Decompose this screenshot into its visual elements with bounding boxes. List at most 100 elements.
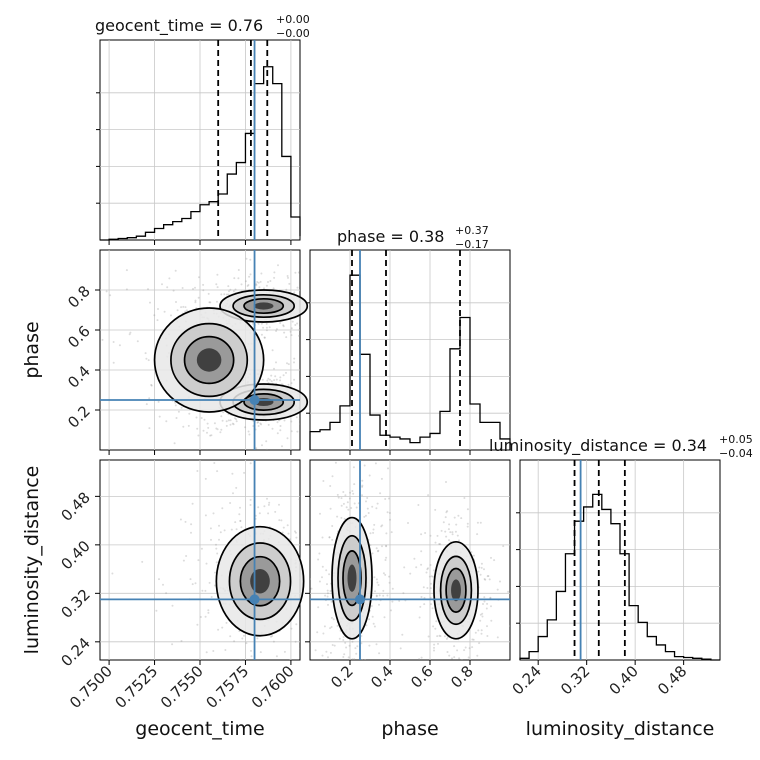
luminosity-distance-vs-phase-sample-point — [329, 485, 332, 487]
luminosity-distance-vs-phase-sample-point — [420, 596, 423, 598]
phase-vs-geocent-time-sample-point — [206, 422, 209, 425]
phase-vs-geocent-time-sample-point — [296, 286, 299, 289]
phase-vs-geocent-time-sample-point — [216, 286, 219, 289]
luminosity-distance-vs-phase-sample-point — [466, 522, 469, 525]
phase-hist-histogram — [309, 274, 511, 450]
luminosity-distance-vs-geocent-time-sample-point — [111, 572, 114, 575]
phase-vs-geocent-time-sample-point — [207, 426, 210, 429]
luminosity-distance-vs-geocent-time-sample-point — [194, 582, 197, 585]
phase-vs-geocent-time-sample-point — [105, 290, 108, 293]
luminosity-distance-vs-phase-sample-point — [330, 616, 333, 619]
phase-vs-geocent-time-sample-point — [273, 271, 276, 274]
luminosity-distance-vs-phase-sample-point — [486, 575, 489, 578]
phase-vs-geocent-time-sample-point — [180, 306, 183, 309]
luminosity-distance-vs-geocent-time-sample-point — [207, 611, 210, 614]
phase-vs-geocent-time-sample-point — [270, 380, 273, 383]
luminosity-distance-vs-phase-sample-point — [483, 568, 485, 571]
phase-vs-geocent-time-sample-point — [145, 403, 148, 406]
phase-vs-geocent-time-sample-point — [147, 359, 150, 362]
luminosity-distance-vs-phase-sample-point — [433, 643, 436, 646]
luminosity-distance-vs-phase-density-1-3 — [451, 579, 461, 602]
luminosity-distance-vs-phase-sample-point — [434, 541, 437, 544]
phase-vs-geocent-time-sample-point — [296, 322, 299, 325]
luminosity-distance-vs-phase-sample-point — [342, 656, 345, 658]
luminosity-distance-vs-geocent-time-sample-point — [295, 623, 298, 626]
phase-vs-geocent-time-sample-point — [295, 416, 298, 419]
phase-vs-geocent-time-sample-point — [219, 431, 222, 434]
phase-vs-geocent-time-sample-point — [227, 419, 230, 422]
phase-vs-geocent-time-sample-point — [147, 288, 149, 291]
luminosity-distance-vs-phase-sample-point — [348, 497, 351, 500]
phase-vs-geocent-time-sample-point — [296, 430, 299, 433]
luminosity-distance-vs-phase-sample-point — [355, 652, 358, 655]
phase-vs-geocent-time-sample-point — [231, 422, 234, 425]
luminosity-distance-vs-phase-sample-point — [468, 647, 471, 650]
phase-vs-geocent-time-sample-point — [101, 338, 104, 341]
phase-vs-geocent-time-sample-point — [181, 287, 184, 289]
phase-vs-geocent-time-sample-point — [279, 425, 282, 427]
luminosity-distance-vs-geocent-time-sample-point — [209, 527, 212, 530]
luminosity-distance-vs-phase-sample-point — [347, 508, 350, 511]
phase-vs-geocent-time-sample-point — [173, 442, 176, 445]
luminosity-distance-vs-phase-sample-point — [376, 581, 379, 584]
phase-vs-geocent-time-sample-point — [194, 286, 196, 289]
luminosity-distance-vs-geocent-time-sample-point — [185, 555, 188, 557]
luminosity-distance-vs-geocent-time-sample-point — [219, 531, 222, 534]
luminosity-distance-vs-geocent-time-sample-point — [243, 471, 246, 474]
luminosity-distance-vs-phase-sample-point — [463, 497, 466, 499]
luminosity-distance-vs-phase-sample-point — [340, 516, 343, 519]
phase-vs-geocent-time-sample-point — [237, 277, 240, 280]
luminosity-distance-vs-phase-sample-point — [426, 568, 429, 571]
phase-vs-geocent-time-sample-point — [297, 271, 300, 274]
luminosity-distance-vs-phase-sample-point — [343, 517, 346, 520]
phase-vs-geocent-time-sample-point — [182, 305, 185, 308]
luminosity-distance-vs-phase-sample-point — [342, 639, 345, 641]
phase-vs-geocent-time-sample-point — [287, 383, 290, 386]
luminosity-distance-vs-phase-sample-point — [385, 544, 388, 547]
luminosity-distance-vs-phase-sample-point — [323, 625, 326, 628]
phase-vs-geocent-time-sample-point — [257, 421, 260, 424]
phase-vs-geocent-time-sample-point — [194, 301, 197, 304]
luminosity-distance-vs-geocent-time-sample-point — [197, 559, 200, 562]
phase-vs-geocent-time-contour-0-1 — [232, 293, 296, 319]
phase-vs-geocent-time-sample-point — [168, 277, 171, 280]
phase-vs-geocent-time-sample-point — [145, 357, 148, 360]
phase-vs-geocent-time-sample-point — [289, 330, 292, 333]
luminosity-distance-vs-phase-sample-point — [427, 567, 429, 570]
luminosity-distance-vs-phase-sample-point — [331, 538, 334, 541]
luminosity-distance-vs-geocent-time-sample-point — [289, 659, 291, 660]
luminosity-distance-vs-geocent-time-sample-point — [270, 635, 272, 638]
luminosity-distance-vs-phase-sample-point — [486, 635, 489, 637]
phase-vs-geocent-time-sample-point — [286, 362, 288, 365]
luminosity-distance-vs-phase-sample-point — [418, 658, 421, 660]
luminosity-distance-vs-phase-sample-point — [375, 594, 378, 597]
phase-vs-geocent-time-sample-point — [174, 269, 177, 272]
phase-vs-geocent-time-sample-point — [265, 284, 268, 287]
geocent-time-title-sup: +0.00 — [276, 13, 310, 26]
phase-title-main: phase = 0.38 — [337, 227, 444, 246]
luminosity-distance-vs-phase-sample-point — [328, 536, 331, 539]
phase-vs-geocent-time-sample-point — [255, 283, 258, 286]
phase-vs-geocent-time-sample-point — [229, 419, 232, 422]
luminosity-distance-vs-phase-sample-point — [321, 576, 323, 579]
phase-vs-geocent-time-sample-point — [282, 374, 285, 377]
phase-vs-geocent-time-sample-point — [260, 272, 263, 275]
luminosity-distance-vs-geocent-time-sample-point — [204, 589, 207, 592]
phase-vs-geocent-time-sample-point — [215, 283, 218, 286]
luminosity-distance-vs-geocent-time-sample-point — [274, 510, 277, 513]
phase-vs-geocent-time-sample-point — [285, 371, 287, 374]
luminosity-distance-vs-phase-sample-point — [467, 656, 470, 659]
luminosity-distance-vs-phase-sample-point — [375, 578, 378, 581]
y-axis-label-luminosity-distance: luminosity_distance — [21, 466, 43, 655]
phase-vs-geocent-time-sample-point — [226, 293, 228, 296]
luminosity-distance-vs-phase-sample-point — [326, 595, 329, 598]
luminosity-distance-vs-phase-density-0-3 — [347, 564, 357, 592]
luminosity-distance-vs-phase-sample-point — [483, 600, 486, 603]
phase-vs-geocent-time-sample-point — [118, 344, 121, 347]
phase-vs-geocent-time-sample-point — [291, 320, 294, 323]
luminosity-distance-vs-phase-sample-point — [374, 590, 376, 593]
luminosity-distance-vs-phase-sample-point — [461, 659, 463, 660]
luminosity-distance-vs-geocent-time-sample-point — [196, 623, 199, 626]
luminosity-distance-vs-phase-sample-point — [353, 483, 356, 486]
phase-vs-geocent-time-sample-point — [267, 423, 270, 426]
